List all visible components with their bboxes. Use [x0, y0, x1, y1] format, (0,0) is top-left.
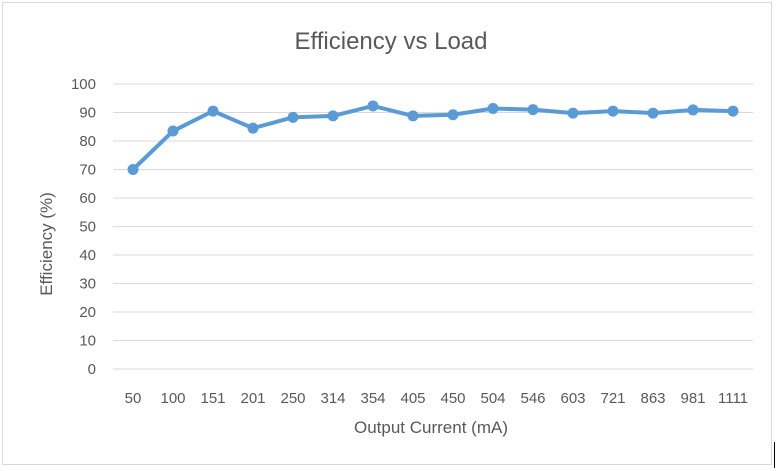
x-axis-tick-labels: 50 100 151 201 250 314 354 405 450 504 546 603 721 86… — [125, 390, 748, 407]
y-tick-label: 60 — [79, 190, 96, 207]
x-tick-label: 201 — [240, 390, 265, 407]
x-tick-label: 151 — [200, 390, 225, 407]
y-axis-title: Efficiency (%) — [37, 192, 56, 296]
efficiency-line-chart: Efficiency vs Load 0 10 20 30 40 50 60 70 80 90 10… — [37, 28, 753, 437]
x-tick-label: 981 — [680, 390, 705, 407]
series-group — [127, 100, 739, 175]
x-tick-label: 863 — [640, 390, 665, 407]
data-point — [407, 110, 419, 122]
x-tick-label: 603 — [560, 390, 585, 407]
data-point — [607, 105, 619, 117]
x-tick-label: 504 — [480, 390, 505, 407]
data-point — [647, 107, 659, 119]
window-edge-line — [774, 442, 775, 468]
chart-title: Efficiency vs Load — [295, 28, 488, 55]
data-point — [727, 105, 739, 117]
x-tick-label: 100 — [160, 390, 185, 407]
y-tick-label: 100 — [71, 76, 96, 93]
y-tick-label: 50 — [79, 219, 96, 236]
y-tick-label: 10 — [79, 333, 96, 350]
data-point — [127, 164, 139, 175]
x-tick-label: 546 — [520, 390, 545, 407]
chart-area: Efficiency vs Load 0 10 20 30 40 50 60 70 80 90 10… — [2, 2, 772, 465]
data-point — [367, 100, 379, 112]
y-tick-label: 80 — [79, 133, 96, 150]
data-point — [327, 110, 339, 122]
data-point — [167, 125, 179, 137]
data-point — [247, 122, 259, 134]
y-tick-label: 40 — [79, 247, 96, 264]
x-tick-label: 250 — [280, 390, 305, 407]
series-line — [131, 103, 735, 172]
x-tick-label: 721 — [600, 390, 625, 407]
data-point — [287, 111, 299, 123]
data-point — [567, 107, 579, 119]
data-point — [687, 104, 699, 116]
y-axis-tick-labels: 0 10 20 30 40 50 60 70 80 90 100 — [71, 76, 96, 378]
gridlines — [113, 83, 753, 370]
x-tick-label: 405 — [400, 390, 425, 407]
x-tick-label: 314 — [320, 390, 345, 407]
data-point — [487, 103, 499, 115]
x-tick-label: 354 — [360, 390, 385, 407]
data-point — [447, 109, 459, 121]
y-tick-label: 20 — [79, 304, 96, 321]
data-point — [207, 105, 219, 117]
data-point — [527, 104, 539, 116]
x-tick-label: 1111 — [718, 390, 748, 407]
x-tick-label: 450 — [440, 390, 465, 407]
x-axis-title: Output Current (mA) — [354, 418, 508, 437]
y-tick-label: 0 — [88, 361, 96, 378]
x-tick-label: 50 — [125, 390, 142, 407]
y-tick-label: 30 — [79, 276, 96, 293]
y-tick-label: 90 — [79, 105, 96, 122]
y-tick-label: 70 — [79, 162, 96, 179]
